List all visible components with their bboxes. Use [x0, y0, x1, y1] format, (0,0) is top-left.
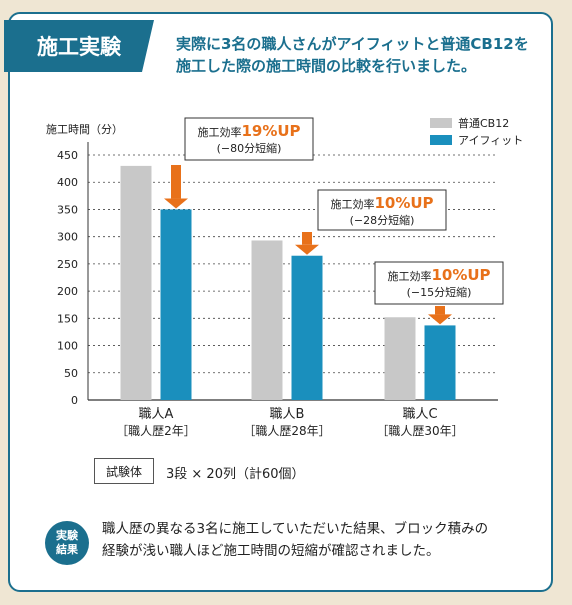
arrow-head [164, 198, 188, 209]
category-sublabel: ［職人歴2年］ [116, 424, 196, 438]
result-badge-line-2: 結果 [56, 543, 78, 556]
category-label: 職人B [270, 407, 305, 422]
y-tick-label: 200 [57, 285, 78, 298]
y-tick-label: 0 [71, 394, 78, 407]
result-badge-line-1: 実験 [56, 529, 78, 542]
category-sublabel: ［職人歴28年］ [243, 424, 330, 438]
bar-ifit [291, 255, 323, 400]
y-tick-label: 250 [57, 258, 78, 271]
legend-swatch [430, 135, 452, 145]
legend-swatch [430, 118, 452, 128]
y-tick-label: 350 [57, 203, 78, 216]
test-specimen-label: 試験体 [94, 458, 154, 484]
y-tick-label: 100 [57, 340, 78, 353]
arrow-head [428, 314, 452, 325]
result-line-1: 職人歴の異なる3名に施工していただいた結果、ブロック積みの [102, 521, 489, 537]
header-line-2: 施工した際の施工時間の比較を行いました。 [176, 57, 477, 75]
bar-standard [120, 165, 152, 400]
callout-title: 施工効率10%UP [387, 266, 490, 284]
bar-ifit [160, 209, 192, 400]
callout-detail: (−15分短縮) [407, 285, 472, 299]
result-line-2: 経験が浅い職人ほど施工時間の短縮が確認されました。 [102, 543, 440, 559]
result-text: 職人歴の異なる3名に施工していただいた結果、ブロック積みの 経験が浅い職人ほど施… [102, 518, 542, 562]
header-description: 実際に3名の職人さんがアイフィットと普通CB12を 施工した際の施工時間の比較を… [176, 33, 536, 77]
callout-title: 施工効率10%UP [330, 194, 433, 212]
category-label: 職人C [402, 407, 437, 422]
callout-title: 施工効率19%UP [197, 122, 300, 140]
bar-standard [251, 240, 283, 400]
y-tick-label: 150 [57, 312, 78, 325]
legend-label: 普通CB12 [458, 116, 509, 130]
callout-detail: (−80分短縮) [217, 141, 282, 155]
test-specimen-spec: 3段 × 20列（計60個） [166, 467, 305, 482]
y-tick-label: 450 [57, 149, 78, 162]
callout-box [374, 261, 504, 305]
y-tick-label: 400 [57, 176, 78, 189]
header-line-1: 実際に3名の職人さんがアイフィットと普通CB12を [176, 35, 529, 53]
category-label: 職人A [139, 407, 174, 422]
category-sublabel: ［職人歴30年］ [376, 424, 463, 438]
arrow-head [295, 244, 319, 255]
section-tag: 施工実験 [4, 20, 154, 72]
arrow-shaft [302, 232, 312, 245]
result-badge: 実験 結果 [45, 521, 89, 565]
y-tick-label: 50 [64, 367, 78, 380]
y-axis-label: 施工時間（分） [46, 123, 123, 136]
arrow-shaft [435, 306, 445, 315]
callout-detail: (−28分短縮) [350, 213, 415, 227]
y-tick-label: 300 [57, 231, 78, 244]
bar-ifit [424, 325, 456, 400]
legend-label: アイフィット [458, 134, 523, 147]
arrow-shaft [171, 165, 181, 199]
callout-box [317, 189, 447, 231]
callout-box [184, 117, 314, 161]
bar-standard [384, 317, 416, 400]
